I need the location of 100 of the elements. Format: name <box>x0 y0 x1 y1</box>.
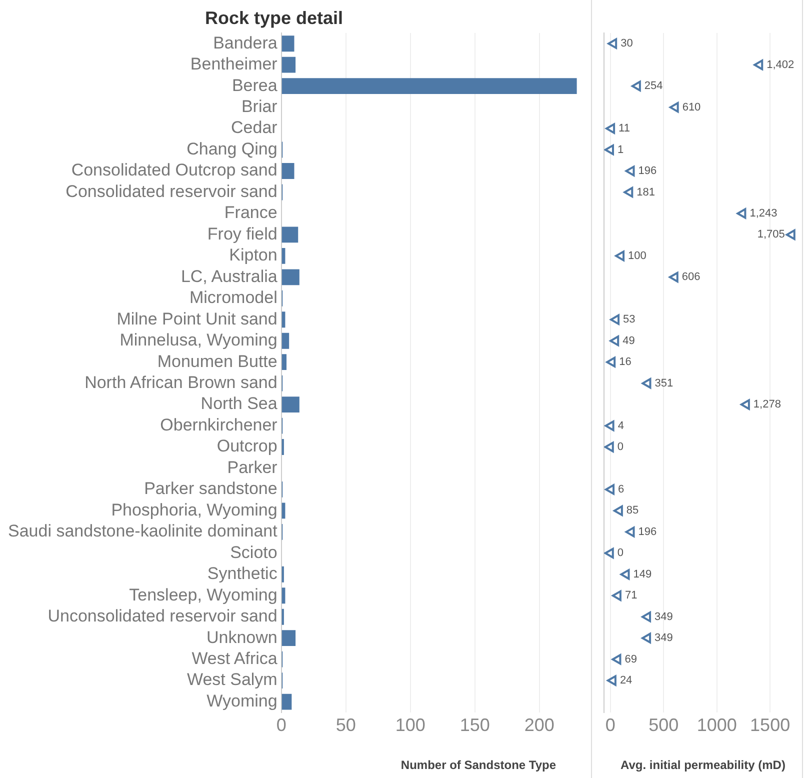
data-label: 16 <box>619 356 632 368</box>
point <box>608 38 618 49</box>
point <box>610 336 620 346</box>
point <box>754 60 764 70</box>
data-label: 181 <box>636 186 656 198</box>
data-label: 349 <box>654 610 673 623</box>
data-label: 11 <box>618 122 630 135</box>
y-tick-label: Milne Point Unit sand <box>116 309 278 328</box>
point <box>624 186 634 198</box>
point <box>612 654 622 665</box>
data-label: 1,278 <box>753 398 781 411</box>
x-tick-label: 50 <box>336 715 356 736</box>
point <box>606 675 616 686</box>
y-tick-label: Berea <box>232 76 278 95</box>
point <box>615 250 625 262</box>
y-tick-label: Bandera <box>213 33 278 52</box>
y-tick-label: Unknown <box>206 628 278 647</box>
point <box>740 399 750 410</box>
y-tick-label: Tensleep, Wyoming <box>129 585 278 604</box>
point <box>631 80 641 92</box>
data-label: 196 <box>638 526 657 538</box>
bar <box>282 354 287 370</box>
x-tick-label: 200 <box>524 715 554 736</box>
point <box>605 484 615 495</box>
point <box>620 569 630 580</box>
point <box>642 632 652 644</box>
x-tick-label: 100 <box>395 715 426 736</box>
y-tick-label: Minnelusa, Wyoming <box>120 330 278 350</box>
point <box>625 526 635 538</box>
data-label: 6 <box>618 484 624 496</box>
x-tick-label: 0 <box>605 715 616 736</box>
bar <box>282 56 296 73</box>
y-tick-label: North African Brown sand <box>84 373 278 392</box>
data-label: 149 <box>633 568 652 580</box>
y-tick-label: Monumen Butte <box>157 352 278 371</box>
point <box>669 102 679 113</box>
data-label: 351 <box>654 377 674 390</box>
bar <box>282 163 294 179</box>
y-tick-label: Parker sandstone <box>144 479 278 498</box>
data-label: 4 <box>618 420 624 432</box>
y-tick-label: Cedar <box>231 118 278 138</box>
point <box>613 505 623 516</box>
x-tick-label: 1500 <box>750 715 790 736</box>
y-tick-label: Chang Qing <box>186 139 278 158</box>
y-tick-label: Obernkirchener <box>160 415 278 434</box>
data-label: 0 <box>617 441 624 454</box>
data-label: 53 <box>623 314 636 326</box>
bar <box>282 694 292 710</box>
data-label: 69 <box>624 653 637 666</box>
point <box>604 144 614 156</box>
y-tick-label: Wyoming <box>206 691 278 710</box>
point <box>642 612 652 622</box>
point <box>610 314 620 325</box>
y-tick-label: Synthetic <box>207 564 278 584</box>
point <box>668 272 678 282</box>
data-label: 254 <box>644 80 663 92</box>
data-label: 1,402 <box>766 58 794 71</box>
y-tick-label: North Sea <box>200 394 278 414</box>
data-label: 1 <box>617 144 624 156</box>
data-label: 1,243 <box>750 207 778 220</box>
x-axis-title: Number of Sandstone Type <box>400 758 558 772</box>
point <box>625 166 635 176</box>
y-tick-label: West Salym <box>186 670 278 690</box>
y-tick-label: Scioto <box>230 542 278 562</box>
bar <box>282 269 300 286</box>
y-tick-label: Consolidated Outcrop sand <box>71 160 278 180</box>
y-tick-label: Phosphoria, Wyoming <box>111 500 278 520</box>
point <box>642 378 652 389</box>
bar <box>282 226 298 243</box>
point <box>736 208 746 219</box>
data-label: 610 <box>682 101 701 114</box>
y-tick-label: Kipton <box>229 246 278 265</box>
point <box>604 420 614 432</box>
y-tick-label: Outcrop <box>216 436 278 456</box>
y-tick-label: Consolidated reservoir sand <box>66 182 278 201</box>
data-label: 24 <box>620 674 632 687</box>
data-label: 30 <box>620 38 633 50</box>
data-label: 85 <box>626 504 639 517</box>
data-label: 1,705 <box>757 228 785 241</box>
y-tick-label: West Africa <box>192 649 278 668</box>
x-tick-label: 0 <box>276 715 286 736</box>
data-label: 49 <box>622 334 635 347</box>
x-tick-label: 150 <box>460 715 490 736</box>
point <box>604 442 614 452</box>
y-tick-label: Parker <box>227 458 278 477</box>
y-tick-label: Micromodel <box>189 288 278 308</box>
bar <box>282 78 577 94</box>
y-tick-label: France <box>224 203 278 222</box>
bar <box>282 630 296 646</box>
bar <box>282 332 290 349</box>
data-label: 100 <box>628 250 646 262</box>
y-tick-label: Briar <box>241 96 278 116</box>
data-label: 196 <box>638 165 657 178</box>
x-tick-label: 1000 <box>696 715 737 736</box>
point <box>786 229 796 240</box>
bar <box>282 396 300 413</box>
y-tick-label: Bentheimer <box>190 54 278 74</box>
data-label: 0 <box>617 547 624 560</box>
x-axis-title: Avg. initial permeability (mD) <box>620 758 786 772</box>
point <box>604 548 614 558</box>
